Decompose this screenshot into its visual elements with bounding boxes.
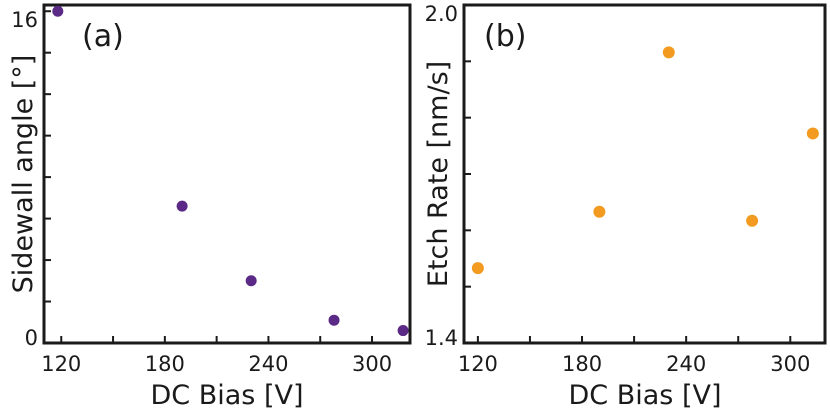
data-point-a-3 [328, 314, 340, 326]
x-tick-label-b-0: 120 [458, 352, 498, 376]
x-tick-label-a-2: 180 [145, 352, 185, 376]
x-axis-label-b: DC Bias [V] [569, 380, 722, 411]
x-tick-label-a-6: 300 [352, 352, 392, 376]
y-tick-label-a-0: 0 [25, 326, 38, 350]
data-point-b-3 [746, 214, 759, 227]
y-axis-label-b: Etch Rate [nm/s] [423, 61, 454, 287]
panel-label-b: (b) [484, 19, 526, 54]
ticks-b: 120 180 240 300 1.4 2.0 [425, 2, 811, 376]
panel-b: 120 180 240 300 1.4 2.0 (b) DC Bias [V] Etch … [423, 2, 827, 411]
x-tick-label-b-4: 240 [666, 352, 706, 376]
plot-frame-b [462, 3, 827, 345]
x-tick-label-b-2: 180 [562, 352, 602, 376]
plot-frame-a [42, 3, 412, 345]
data-point-a-4 [397, 325, 409, 337]
y-axis-label-a: Sidewall angle [°] [8, 55, 39, 294]
panel-a: 120 180 240 300 0 16 (a) DC Bias [V] Sidewall… [8, 3, 412, 411]
data-point-b-1 [593, 205, 606, 218]
ticks-a: 120 180 240 300 0 16 [11, 8, 392, 376]
x-axis-label-a: DC Bias [V] [151, 380, 304, 411]
y-tick-label-b-0: 1.4 [425, 326, 458, 350]
data-points-a [52, 5, 409, 337]
data-point-b-0 [471, 262, 484, 275]
data-point-a-0 [52, 5, 64, 17]
x-tick-label-a-4: 240 [248, 352, 288, 376]
data-point-b-4 [806, 127, 819, 140]
x-tick-label-a-0: 120 [41, 352, 81, 376]
data-point-a-1 [176, 200, 188, 212]
y-tick-label-b-6: 2.0 [425, 2, 458, 26]
panel-label-a: (a) [82, 19, 124, 54]
x-tick-label-b-6: 300 [770, 352, 810, 376]
data-point-b-2 [662, 46, 675, 59]
data-point-a-2 [245, 275, 257, 287]
y-tick-label-a-8: 16 [11, 8, 38, 32]
data-points-b [471, 46, 819, 275]
